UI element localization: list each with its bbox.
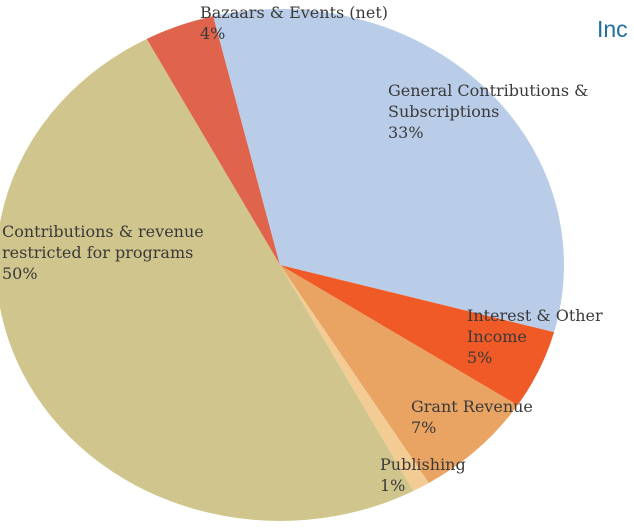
slice-name: Interest & Other Income (467, 306, 603, 346)
slice-label: Interest & Other Income 5% (467, 305, 617, 368)
slice-label: Publishing 1% (380, 454, 580, 496)
slice-name: Grant Revenue (411, 397, 533, 416)
slice-label: General Contributions & Subscriptions 33% (388, 80, 593, 143)
slice-name: Bazaars & Events (net) (200, 3, 388, 22)
slice-name: General Contributions & Subscriptions (388, 81, 589, 121)
chart-title: Inc (597, 16, 628, 42)
pie-slice (213, 8, 564, 333)
pie-slice (280, 265, 555, 406)
slice-value: 7% (411, 418, 437, 437)
slice-value: 1% (380, 476, 406, 495)
pie-slice (0, 38, 414, 521)
slice-value: 33% (388, 123, 424, 142)
slice-label: Grant Revenue 7% (411, 396, 631, 438)
slice-value: 5% (467, 348, 493, 367)
slice-name: Contributions & revenue restricted for p… (2, 222, 204, 262)
pie-slice (280, 265, 429, 492)
pie-slice (280, 265, 518, 484)
slice-label: Bazaars & Events (net) 4% (200, 2, 460, 44)
slice-value: 50% (2, 264, 38, 283)
pie-slice (146, 16, 280, 266)
slice-name: Publishing (380, 455, 466, 474)
slice-label: Contributions & revenue restricted for p… (2, 221, 217, 284)
slice-value: 4% (200, 24, 226, 43)
